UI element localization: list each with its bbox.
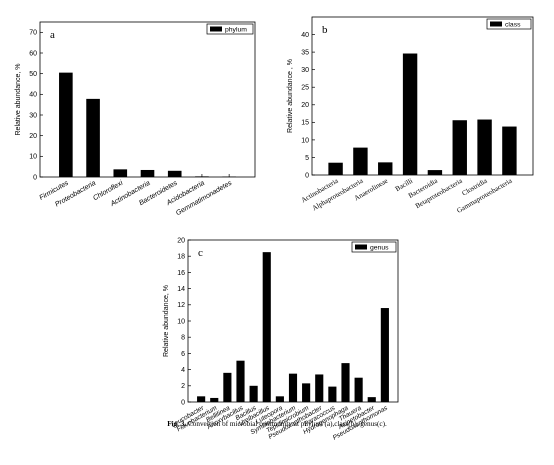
bar-Chloroflexi <box>113 169 128 177</box>
bar-Firmicutes <box>59 72 73 177</box>
y-tick-label: 12 <box>177 302 185 309</box>
bar-Actinobacteria <box>328 162 343 175</box>
y-tick-label: 0 <box>33 174 37 181</box>
legend-label: phylum <box>225 27 247 34</box>
y-tick-label: 16 <box>177 270 185 277</box>
bar-Tepidimicrobium <box>302 383 311 402</box>
bar-Betaproteobacteria <box>452 120 467 175</box>
panel-label: c <box>198 247 203 259</box>
legend-label: class <box>505 22 521 29</box>
y-tick-label: 8 <box>181 335 185 342</box>
y-tick-label: 50 <box>29 71 37 78</box>
y-tick-label: 40 <box>29 92 37 99</box>
legend-label: genus <box>370 245 389 252</box>
y-tick-label: 6 <box>181 351 185 358</box>
bar-Pseudoxanthomonas <box>380 308 389 402</box>
chart-panel-c: 02468101214161820LeucobacterFlavobacteri… <box>163 237 399 442</box>
y-tick-label: 25 <box>301 85 309 92</box>
bar-Gammaproteobacteria <box>502 126 517 175</box>
y-tick-label: 14 <box>177 286 185 293</box>
bar-Proteobacteria <box>86 98 100 177</box>
legend-swatch <box>210 26 222 32</box>
bar-Symbiobacterium <box>288 373 298 402</box>
chart-panel-a: 010203040506070FirmicutesProteobacteriaC… <box>15 21 256 217</box>
y-tick-label: 70 <box>29 30 37 37</box>
y-tick-label: 10 <box>177 318 185 325</box>
y-tick-label: 10 <box>29 154 37 161</box>
legend: class <box>486 18 532 30</box>
y-tick-label: 15 <box>301 120 309 127</box>
y-tick-label: 5 <box>305 155 309 162</box>
legend: phylum <box>206 23 254 35</box>
y-tick-label: 30 <box>301 67 309 74</box>
legend-swatch <box>355 244 367 250</box>
bar-Ureibacillus <box>262 252 271 402</box>
bar-Anaerolineae <box>378 162 393 175</box>
bar-Alphaproteobacteria <box>353 147 368 175</box>
y-tick-label: 4 <box>181 367 185 374</box>
bar-Bacillus <box>249 385 258 402</box>
legend: genus <box>351 241 397 253</box>
bar-Pseudoxanthobacter <box>315 374 324 402</box>
y-tick-label: 20 <box>301 102 309 109</box>
y-tick-label: 20 <box>177 237 185 244</box>
y-tick-label: 60 <box>29 50 37 57</box>
legend-box <box>486 18 532 30</box>
panel-label: b <box>322 24 328 36</box>
bar-Thauera <box>354 377 363 402</box>
caption-text: Convertion of microbial community at phy… <box>186 420 387 428</box>
bar-Clostridia <box>477 119 492 175</box>
y-tick-label: 30 <box>29 112 37 119</box>
figure-caption: Fig. 3. Convertion of microbial communit… <box>0 420 554 428</box>
y-tick-label: 10 <box>301 137 309 144</box>
bar-Bacilli <box>402 53 418 175</box>
chart-panel-b: 0510152025303540ActinobacteriaAlphaprote… <box>287 16 534 215</box>
y-axis-label: Relative abundance , % <box>287 59 294 133</box>
legend-swatch <box>490 21 502 27</box>
y-tick-label: 2 <box>181 383 185 390</box>
bar-Paracoccus <box>328 386 337 402</box>
bar-Actinobacteria <box>140 169 155 177</box>
y-tick-label: 20 <box>29 133 37 140</box>
y-tick-label: 35 <box>301 50 309 57</box>
y-tick-label: 40 <box>301 32 309 39</box>
bar-Bacteroidetes <box>167 170 182 177</box>
bar-Hydrogenophaga <box>341 363 350 402</box>
y-tick-label: 18 <box>177 254 185 261</box>
legend-box <box>206 23 254 35</box>
bar-Bellilinea <box>223 372 232 402</box>
y-tick-label: 0 <box>305 172 309 179</box>
legend-box <box>351 241 397 253</box>
bar-Anoxybacillus <box>236 360 245 402</box>
plot-frame <box>311 16 534 176</box>
y-tick-label: 0 <box>181 399 185 406</box>
caption-label: Fig. 3. <box>167 420 187 428</box>
panel-label: a <box>50 29 55 41</box>
y-axis-label: Relative abundance, % <box>15 64 22 136</box>
y-axis-label: Relative abundance, % <box>163 285 170 357</box>
